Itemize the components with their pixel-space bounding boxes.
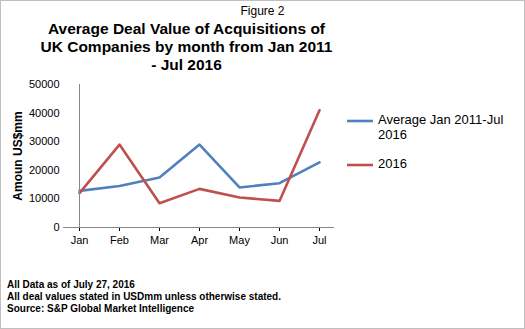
html-text:All deal values stated in USDm: All deal values stated in USDmm unless o…: [7, 291, 281, 302]
svg-text:Jun: Jun: [271, 234, 289, 246]
svg-text:30000: 30000: [29, 135, 60, 147]
svg-text:20000: 20000: [29, 164, 60, 176]
html-text:Source: S&P Global Market Inte: Source: S&P Global Market Intelligence: [7, 303, 195, 314]
html-text:All Data as of July 27, 2016: All Data as of July 27, 2016: [7, 279, 135, 290]
svg-text:40000: 40000: [29, 107, 60, 119]
svg-text:May: May: [229, 234, 250, 246]
svg-text:Amoun US$mm: Amoun US$mm: [11, 111, 25, 200]
html-text:Average Jan 2011-Jul 2016: Average Jan 2011-Jul 2016: [378, 112, 504, 142]
svg-text:Apr: Apr: [191, 234, 208, 246]
svg-text:10000: 10000: [29, 192, 60, 204]
svg-text:0: 0: [53, 221, 59, 233]
svg-text:Jul: Jul: [312, 234, 326, 246]
html-text:Average Deal Value of Acquisit: Average Deal Value of Acquisitions of UK…: [40, 20, 333, 73]
html-text:2016: 2016: [378, 156, 407, 171]
html-text:Figure 2: Figure 2: [240, 4, 285, 18]
svg-text:Feb: Feb: [110, 234, 129, 246]
svg-text:Jan: Jan: [71, 234, 89, 246]
svg-text:50000: 50000: [29, 78, 60, 90]
svg-text:Mar: Mar: [150, 234, 169, 246]
